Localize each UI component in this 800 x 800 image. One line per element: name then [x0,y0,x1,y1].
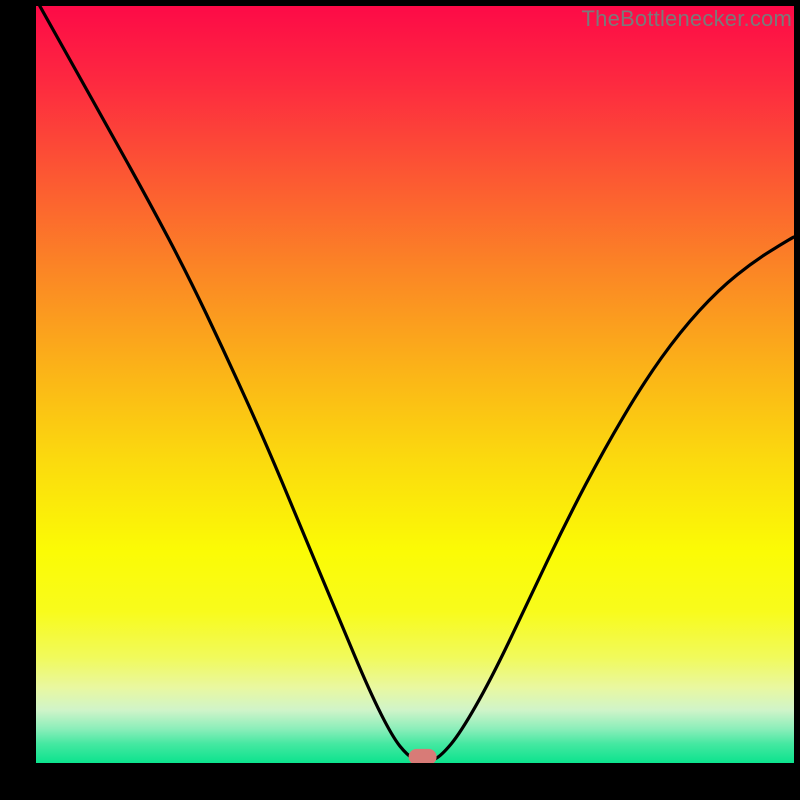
watermark-label: TheBottlenecker.com [582,6,792,32]
chart-background [36,6,794,763]
chart-frame: TheBottlenecker.com [0,0,800,800]
bottleneck-chart [36,6,794,763]
minimum-marker [409,749,437,763]
